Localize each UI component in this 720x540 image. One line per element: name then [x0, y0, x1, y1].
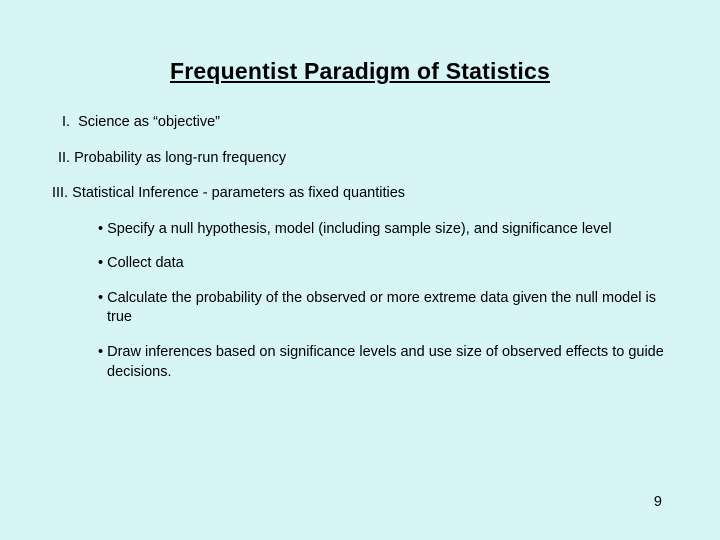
bullet-item: Calculate the probability of the observe… — [98, 289, 678, 328]
outline-item-3: III. Statistical Inference - parameters … — [52, 184, 680, 204]
bullet-list: Specify a null hypothesis, model (includ… — [98, 220, 680, 382]
outline-item-1: I. Science as “objective” — [62, 113, 680, 133]
outline-numeral-2: II. — [58, 150, 70, 166]
outline-text-1: Science as “objective” — [78, 114, 220, 130]
bullet-item: Specify a null hypothesis, model (includ… — [98, 220, 678, 240]
outline-text-2: Probability as long-run frequency — [74, 150, 286, 166]
bullet-item: Collect data — [98, 254, 678, 274]
slide-title: Frequentist Paradigm of Statistics — [40, 58, 680, 85]
outline-numeral-3: III. — [52, 185, 68, 201]
bullet-item: Draw inferences based on significance le… — [98, 343, 678, 382]
outline-numeral-1: I. — [62, 114, 70, 130]
slide: Frequentist Paradigm of Statistics I. Sc… — [0, 0, 720, 540]
outline-item-2: II. Probability as long-run frequency — [58, 149, 680, 169]
page-number: 9 — [654, 494, 662, 510]
outline-text-3: Statistical Inference - parameters as fi… — [72, 185, 405, 201]
